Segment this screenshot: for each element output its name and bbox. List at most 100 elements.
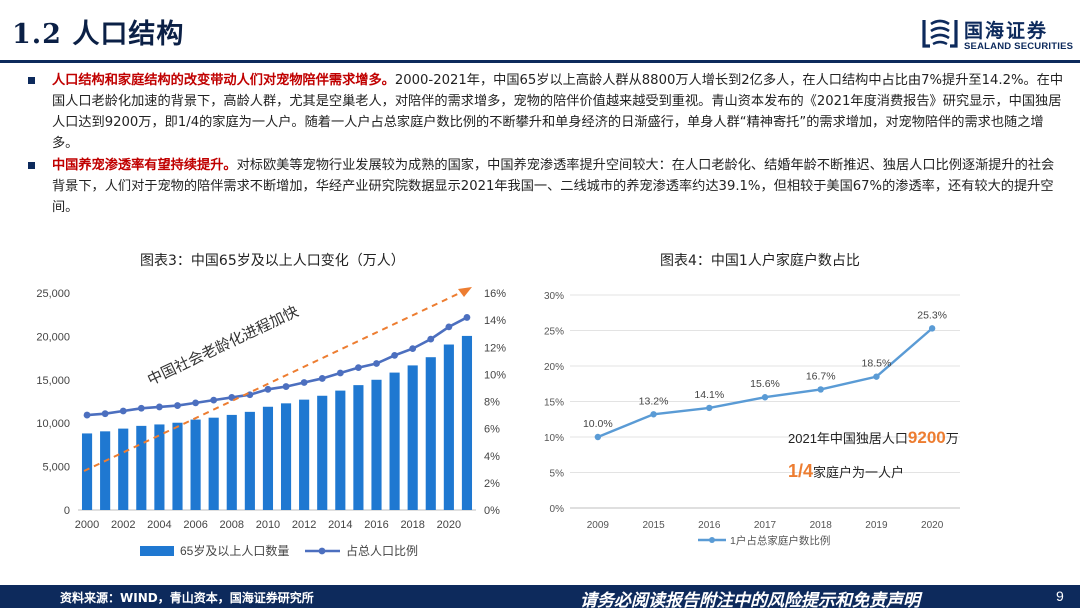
chart3-bar: [154, 424, 165, 510]
chart3-bar: [118, 428, 129, 510]
chart4-data-label: 18.5%: [862, 358, 892, 370]
chart3-bar: [280, 403, 292, 510]
chart3-bar: [226, 414, 237, 510]
chart3-title: 图表3：中国65岁及以上人口变化（万人）: [140, 253, 405, 269]
section-title: 1.2 人口结构: [12, 12, 184, 51]
bullet-item: 中国养宠渗透率有望持续提升。对标欧美等宠物行业发展较为成熟的国家，中国养宠渗透率…: [26, 155, 1066, 218]
chart3-bar: [353, 385, 364, 510]
chart3-ratio-point: [355, 364, 362, 371]
chart3-x-tick: 2018: [400, 519, 424, 531]
bullet-list: 人口结构和家庭结构的改变带动人们对宠物陪伴需求增多。2000-2021年，中国6…: [26, 70, 1066, 219]
chart4-y-tick: 30%: [544, 291, 564, 302]
page-footer: 资料来源：WIND，青山资本，国海证券研究所 请务必阅读报告附注中的风险提示和免…: [0, 580, 1080, 608]
chart3-ratio-point: [156, 403, 163, 411]
chart4-y-tick: 10%: [544, 433, 564, 444]
page-header: 1.2 人口结构 国海证券 SEALAND SECURITIES: [0, 0, 1080, 63]
chart3-x-tick: 2020: [437, 519, 461, 531]
chart3-y-left-tick: 0: [64, 505, 70, 517]
chart3-ratio-point: [192, 399, 199, 407]
chart3-ratio-point: [300, 379, 308, 386]
chart4-point: [873, 373, 880, 380]
chart4-y-tick: 15%: [544, 398, 564, 409]
chart3-legend-line-label: 占总人口比例: [346, 543, 418, 558]
chart3-y-left-tick: 25,000: [36, 288, 70, 300]
chart4-data-label: 15.6%: [750, 378, 780, 390]
chart4-annotation-line2-post: 家庭户为一人户: [813, 465, 904, 480]
chart4-x-tick: 2018: [810, 520, 833, 531]
chart4-data-label: 13.2%: [639, 395, 669, 407]
chart4-point: [650, 411, 657, 418]
chart3-y-left-tick: 10,000: [36, 418, 70, 430]
chart4-x-tick: 2015: [642, 520, 665, 531]
logo-text-cn: 国海证券: [964, 20, 1049, 42]
chart3-legend-bar-swatch: [140, 546, 174, 556]
chart3-bar: [317, 395, 328, 510]
chart3-ratio-point: [373, 360, 380, 367]
chart3-y-right-tick: 4%: [484, 451, 500, 463]
footer-disclaimer: 请务必阅读报告附注中的风险提示和免责声明: [580, 591, 920, 608]
chart4-annotation-line2-num: 1/4: [788, 461, 813, 481]
bullet-lead: 人口结构和家庭结构的改变带动人们对宠物陪伴需求增多。: [52, 73, 395, 88]
chart3-bar: [461, 335, 473, 510]
chart3-annotation: 中国社会老龄化进程加快: [145, 303, 301, 389]
chart3-ratio-point: [445, 323, 453, 331]
chart4-y-tick: 0%: [550, 504, 565, 515]
chart4-point: [817, 386, 824, 393]
bullet-lead: 中国养宠渗透率有望持续提升。: [52, 158, 237, 173]
chart3-bar: [190, 419, 201, 510]
chart3-ratio-point: [264, 385, 272, 393]
chart3-ratio-point: [282, 383, 290, 390]
chart3-bar: [172, 422, 183, 510]
chart3-x-tick: 2016: [364, 519, 388, 531]
chart4-legend-label: 1户占总家庭户数比例: [730, 534, 830, 547]
chart3-bar: [371, 379, 382, 510]
section-name: 人口结构: [72, 19, 185, 50]
chart3-y-right-tick: 14%: [484, 315, 506, 327]
chart3-ratio-point: [101, 410, 109, 418]
chart4-data-label: 10.0%: [583, 418, 613, 430]
chart4-annotation-line1: 2021年中国独居人口9200万: [788, 428, 959, 447]
chart3-ratio-point: [174, 402, 181, 409]
chart3-x-tick: 2014: [328, 519, 352, 531]
chart3-y-right-tick: 8%: [484, 397, 500, 409]
square-bullet-icon: [28, 77, 35, 84]
chart3-ratio-point: [119, 407, 127, 415]
chart3-bar: [244, 411, 255, 510]
chart3-bar: [425, 357, 436, 510]
chart4-x-tick: 2017: [754, 520, 777, 531]
footer-source: 资料来源：WIND，青山资本，国海证券研究所: [60, 591, 314, 605]
chart4-annotation-line2: 1/4家庭户为一人户: [788, 461, 904, 481]
chart3-ratio-point: [210, 396, 218, 404]
chart4-title: 图表4：中国1人户家庭户数占比: [660, 253, 860, 269]
chart3-y-right-tick: 6%: [484, 424, 500, 436]
chart3-x-tick: 2012: [292, 519, 316, 531]
chart4-single-person-households: 0% 5% 10% 15% 20% 25% 30% 2009 2015 2016 2017 2018 2…: [544, 291, 960, 547]
bullet-body: 对标欧美等宠物行业发展较为成熟的国家，中国养宠渗透率提升空间较大：在人口老龄化、…: [52, 158, 1055, 215]
chart3-population-65plus: 0 5,000 10,000 15,000 20,000 25,000 0% 2% 4% 6% 8%…: [36, 287, 506, 558]
sealand-logo-icon: [922, 19, 958, 48]
page-number: 9: [1056, 588, 1064, 604]
chart3-x-tick: 2002: [111, 519, 135, 531]
chart3-ratio-point: [83, 411, 91, 419]
chart3-ratio-point: [409, 345, 417, 353]
chart3-x-tick: 2010: [256, 519, 280, 531]
chart3-bar: [81, 433, 93, 510]
chart4-point: [706, 404, 713, 412]
header-rule: [0, 60, 1080, 63]
chart3-bar: [299, 399, 310, 510]
chart4-annotation-line1-pre: 2021年中国独居人口: [788, 431, 908, 446]
chart3-bar: [100, 431, 111, 510]
chart3-x-tick: 2000: [75, 519, 99, 531]
chart4-y-tick: 20%: [544, 362, 564, 373]
chart4-point: [594, 433, 602, 441]
chart3-trend-arrowhead-icon: [458, 287, 472, 297]
chart3-y-right-tick: 12%: [484, 342, 506, 354]
chart4-data-label: 25.3%: [917, 309, 947, 321]
chart3-ratio-point: [318, 375, 326, 382]
chart4-data-label: 14.1%: [694, 389, 724, 401]
chart3-y-left-tick: 15,000: [36, 375, 70, 387]
chart4-data-label: 16.7%: [806, 370, 836, 382]
chart3-ratio-point: [137, 404, 145, 412]
chart3-x-tick: 2004: [147, 519, 171, 531]
chart4-legend-marker: [709, 537, 715, 543]
